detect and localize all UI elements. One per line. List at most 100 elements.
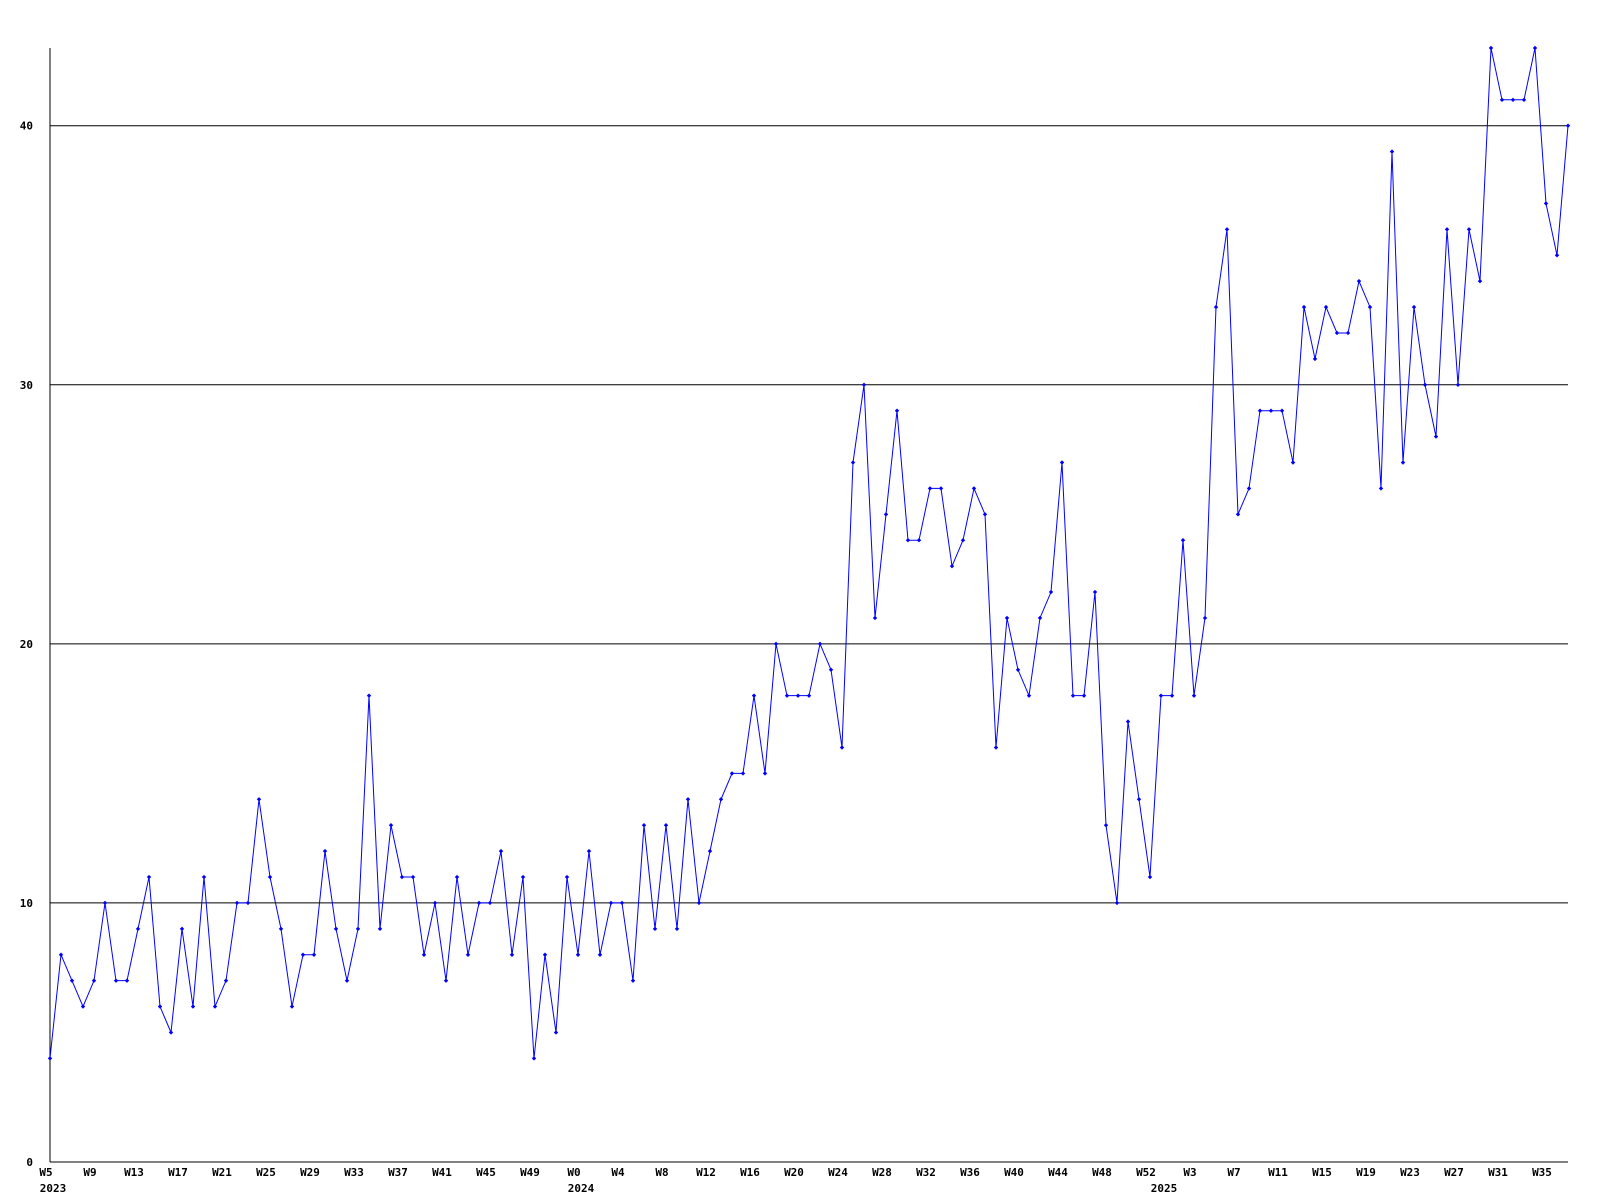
x-tick-label: W5 — [39, 1166, 52, 1179]
data-point — [1466, 227, 1472, 232]
data-points — [47, 45, 1571, 1061]
x-tick-label: W27 — [1444, 1166, 1464, 1179]
data-point — [80, 1004, 86, 1009]
data-point — [608, 900, 614, 906]
data-point — [498, 848, 504, 854]
data-point — [1246, 486, 1252, 491]
data-point — [1345, 330, 1351, 336]
data-point — [300, 952, 306, 957]
data-point — [1257, 408, 1263, 413]
data-point — [1092, 589, 1098, 595]
x-tick-label: W32 — [916, 1166, 936, 1179]
y-tick-label: 40 — [20, 120, 33, 133]
x-tick-label: W31 — [1488, 1166, 1508, 1179]
year-labels: 2023 2024 2025 — [40, 1182, 1178, 1195]
data-point — [872, 615, 878, 621]
y-tick-labels: 0 10 20 30 40 — [20, 120, 33, 1169]
data-point — [333, 926, 339, 932]
data-point — [1378, 486, 1384, 491]
data-point — [289, 1004, 295, 1009]
x-tick-label: W41 — [432, 1166, 452, 1179]
data-point — [146, 874, 152, 880]
data-point — [102, 900, 108, 906]
x-tick-label: W16 — [740, 1166, 760, 1179]
x-tick-label: W48 — [1092, 1166, 1112, 1179]
data-point — [1532, 45, 1538, 51]
data-point — [1169, 693, 1175, 698]
data-point — [1136, 797, 1142, 802]
data-point — [960, 538, 966, 543]
data-point — [113, 978, 119, 983]
data-point — [1103, 823, 1109, 828]
data-point — [1521, 97, 1527, 103]
data-point — [916, 538, 922, 543]
data-point — [1411, 304, 1417, 310]
data-point — [168, 1030, 174, 1035]
series-line — [49, 47, 1569, 1059]
data-point — [1081, 693, 1087, 698]
data-point — [718, 797, 724, 802]
data-point — [366, 693, 372, 698]
data-point — [1444, 227, 1450, 232]
x-tick-label: W7 — [1227, 1166, 1240, 1179]
data-point — [1389, 149, 1395, 154]
data-point — [509, 952, 515, 957]
data-point — [894, 408, 900, 413]
data-point — [696, 900, 702, 906]
data-point — [157, 1004, 163, 1009]
x-tick-label: W9 — [83, 1166, 96, 1179]
x-tick-label: W36 — [960, 1166, 980, 1179]
data-point — [784, 693, 790, 698]
data-point — [1070, 693, 1076, 698]
data-point — [278, 926, 284, 932]
data-point — [201, 874, 207, 880]
data-point — [619, 900, 625, 906]
data-point — [487, 900, 493, 906]
data-point — [982, 512, 988, 517]
data-point — [1015, 667, 1021, 672]
data-point — [1059, 460, 1065, 465]
data-point — [443, 978, 449, 983]
data-point — [1499, 97, 1505, 103]
x-tick-label: W3 — [1183, 1166, 1196, 1179]
x-tick-label: W40 — [1004, 1166, 1024, 1179]
data-point — [377, 926, 383, 932]
data-point — [179, 926, 185, 932]
grid-lines — [50, 125, 1568, 904]
data-point — [355, 926, 361, 932]
data-point — [410, 874, 416, 880]
x-tick-label: W29 — [300, 1166, 320, 1179]
data-point — [630, 978, 636, 983]
x-tick-label: W20 — [784, 1166, 804, 1179]
data-point — [773, 641, 779, 647]
data-point — [520, 874, 526, 880]
x-tick-label: W28 — [872, 1166, 892, 1179]
data-point — [1433, 434, 1439, 439]
x-tick-labels: W5 W9 W13 W17 W21 W25 W29 W33 W37 W41 W45 W49 W0 W4 W8… — [39, 1166, 1552, 1179]
data-point — [531, 1056, 537, 1061]
x-tick-label: W0 — [567, 1166, 580, 1179]
data-point — [1048, 589, 1054, 595]
x-tick-label: W8 — [655, 1166, 668, 1179]
x-tick-label: W12 — [696, 1166, 716, 1179]
x-tick-label: W24 — [828, 1166, 848, 1179]
data-point — [993, 745, 999, 750]
data-point — [58, 952, 64, 957]
data-point — [850, 460, 856, 465]
data-point — [586, 848, 592, 854]
data-point — [740, 771, 746, 776]
data-point — [1147, 874, 1153, 880]
data-point — [1488, 45, 1494, 51]
data-point — [1268, 408, 1274, 413]
x-tick-label: W15 — [1312, 1166, 1332, 1179]
data-point — [1037, 615, 1043, 621]
data-point — [861, 382, 867, 387]
data-point — [1510, 97, 1516, 103]
data-point — [883, 512, 889, 517]
x-tick-label: W33 — [344, 1166, 364, 1179]
data-point — [575, 952, 581, 957]
data-point — [685, 797, 691, 802]
data-point — [564, 874, 570, 880]
data-point — [476, 900, 482, 906]
data-point — [674, 926, 680, 932]
